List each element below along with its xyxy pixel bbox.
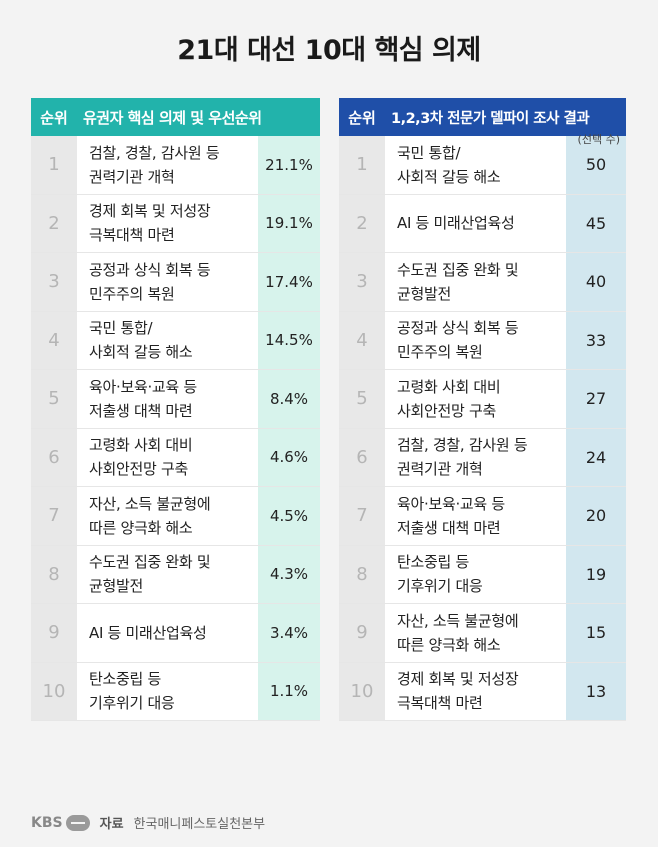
rank-cell: 1 xyxy=(31,136,77,194)
topic-cell: 공정과 상식 회복 등 민주주의 복원 xyxy=(397,319,519,362)
rank-cell: 8 xyxy=(339,545,385,603)
table-row: 1 검찰, 경찰, 감사원 등 권력기관 개혁 21.1% xyxy=(31,136,320,195)
rank-cell: 1 xyxy=(339,136,385,194)
table-row: 1 국민 통합/ 사회적 갈등 해소 50 xyxy=(339,136,626,195)
voter-agenda-table: 순위 유권자 핵심 의제 및 우선순위 1 검찰, 경찰, 감사원 등 권력기관 … xyxy=(31,98,320,721)
value-cell: 27 xyxy=(566,370,626,428)
table-row: 3 공정과 상식 회복 등 민주주의 복원 17.4% xyxy=(31,253,320,312)
table-row: 8 수도권 집중 완화 및 균형발전 4.3% xyxy=(31,545,320,604)
table-body: 1 검찰, 경찰, 감사원 등 권력기관 개혁 21.1% 2 경제 회복 및 저성장 … xyxy=(31,136,320,721)
table-row: 10 경제 회복 및 저성장 극복대책 마련 13 xyxy=(339,662,626,721)
topic-cell: 공정과 상식 회복 등 민주주의 복원 xyxy=(89,260,211,303)
table-row: 9 AI 등 미래산업육성 3.4% xyxy=(31,604,320,663)
value-cell: 13 xyxy=(566,662,626,720)
rank-header: 순위 xyxy=(40,108,68,127)
topic-cell: AI 등 미래산업육성 xyxy=(89,623,207,642)
table-row: 7 육아·보육·교육 등 저출생 대책 마련 20 xyxy=(339,487,626,546)
value-cell: 19 xyxy=(566,545,626,603)
rank-cell: 9 xyxy=(339,604,385,662)
value-cell: 20 xyxy=(566,487,626,545)
source-text: 한국매니페스토실천본부 xyxy=(133,817,266,832)
value-cell: 4.3% xyxy=(258,545,320,603)
value-cell: 1.1% xyxy=(258,662,320,720)
value-cell: 45 xyxy=(566,194,626,252)
topic-cell: 경제 회복 및 저성장 극복대책 마련 xyxy=(89,202,211,245)
topic-cell: 육아·보육·교육 등 저출생 대책 마련 xyxy=(397,494,505,537)
topic-cell: 탄소중립 등 기후위기 대응 xyxy=(397,553,483,596)
rank-cell: 6 xyxy=(31,428,77,486)
page-title: 21대 대선 10대 핵심 의제 xyxy=(177,35,481,66)
topic-header: 유권자 핵심 의제 및 우선순위 xyxy=(83,108,262,127)
value-cell: 14.5% xyxy=(258,311,320,369)
topic-cell: AI 등 미래산업육성 xyxy=(397,214,515,233)
rank-cell: 2 xyxy=(31,194,77,252)
source-label: 자료 xyxy=(99,817,124,832)
value-cell: 33 xyxy=(566,311,626,369)
table-row: 8 탄소중립 등 기후위기 대응 19 xyxy=(339,545,626,604)
rank-cell: 7 xyxy=(31,487,77,545)
topic-cell: 국민 통합/ 사회적 갈등 해소 xyxy=(397,143,501,186)
value-cell: 8.4% xyxy=(258,370,320,428)
topic-cell: 경제 회복 및 저성장 극복대책 마련 xyxy=(397,670,519,713)
rank-cell: 9 xyxy=(31,604,77,662)
table-row: 5 육아·보육·교육 등 저출생 대책 마련 8.4% xyxy=(31,370,320,429)
table-row: 2 경제 회복 및 저성장 극복대책 마련 19.1% xyxy=(31,194,320,253)
kbs-logo-icon xyxy=(65,814,90,831)
topic-cell: 자산, 소득 불균형에 따른 양극화 해소 xyxy=(89,494,211,537)
rank-header: 순위 xyxy=(348,108,376,127)
rank-cell: 4 xyxy=(31,311,77,369)
topic-cell: 자산, 소득 불균형에 따른 양극화 해소 xyxy=(397,611,519,654)
rank-cell: 10 xyxy=(339,662,385,720)
table-row: 10 탄소중립 등 기후위기 대응 1.1% xyxy=(31,662,320,721)
rank-cell: 7 xyxy=(339,487,385,545)
rank-cell: 10 xyxy=(31,662,77,720)
kbs-logo: KBS xyxy=(31,814,90,831)
table-body: 1 국민 통합/ 사회적 갈등 해소 50 2 AI 등 미래산업육성 45 3 수도권 집중… xyxy=(339,136,626,721)
rank-cell: 8 xyxy=(31,545,77,603)
table-row: 3 수도권 집중 완화 및 균형발전 40 xyxy=(339,253,626,312)
value-cell: 21.1% xyxy=(258,136,320,194)
topic-header: 1,2,3차 전문가 델파이 조사 결과 xyxy=(391,110,590,127)
value-cell: 24 xyxy=(566,428,626,486)
topic-cell: 육아·보육·교육 등 저출생 대책 마련 xyxy=(89,377,197,420)
table-header: 순위 유권자 핵심 의제 및 우선순위 xyxy=(31,98,320,136)
topic-cell: 국민 통합/ 사회적 갈등 해소 xyxy=(89,319,193,362)
table-row: 2 AI 등 미래산업육성 45 xyxy=(339,194,626,253)
table-row: 4 국민 통합/ 사회적 갈등 해소 14.5% xyxy=(31,311,320,370)
topic-cell: 고령화 사회 대비 사회안전망 구축 xyxy=(397,377,501,420)
logo-text: KBS xyxy=(31,814,63,831)
table-row: 7 자산, 소득 불균형에 따른 양극화 해소 4.5% xyxy=(31,487,320,546)
selection-count-note: (선택 수) xyxy=(577,133,620,146)
table-row: 9 자산, 소득 불균형에 따른 양극화 해소 15 xyxy=(339,604,626,663)
value-cell: 15 xyxy=(566,604,626,662)
value-cell: 3.4% xyxy=(258,604,320,662)
topic-cell: 수도권 집중 완화 및 균형발전 xyxy=(397,260,519,303)
rank-cell: 2 xyxy=(339,194,385,252)
rank-cell: 3 xyxy=(31,253,77,311)
rank-cell: 4 xyxy=(339,311,385,369)
rank-cell: 3 xyxy=(339,253,385,311)
value-cell: 50 xyxy=(566,136,626,194)
table-header: 순위 1,2,3차 전문가 델파이 조사 결과 (선택 수) xyxy=(339,98,626,146)
expert-delphi-table: 순위 1,2,3차 전문가 델파이 조사 결과 (선택 수) 1 국민 통합/ 사… xyxy=(339,98,626,721)
topic-cell: 고령화 사회 대비 사회안전망 구축 xyxy=(89,436,193,479)
footer: KBS 자료 한국매니페스토실천본부 xyxy=(31,813,265,832)
table-row: 4 공정과 상식 회복 등 민주주의 복원 33 xyxy=(339,311,626,370)
table-row: 5 고령화 사회 대비 사회안전망 구축 27 xyxy=(339,370,626,429)
topic-cell: 탄소중립 등 기후위기 대응 xyxy=(89,670,175,713)
rank-cell: 5 xyxy=(339,370,385,428)
topic-cell: 검찰, 경찰, 감사원 등 권력기관 개혁 xyxy=(397,436,528,479)
rank-cell: 6 xyxy=(339,428,385,486)
topic-cell: 수도권 집중 완화 및 균형발전 xyxy=(89,553,211,596)
rank-cell: 5 xyxy=(31,370,77,428)
value-cell: 4.6% xyxy=(258,428,320,486)
value-cell: 4.5% xyxy=(258,487,320,545)
value-cell: 19.1% xyxy=(258,194,320,252)
value-cell: 40 xyxy=(566,253,626,311)
value-cell: 17.4% xyxy=(258,253,320,311)
topic-cell: 검찰, 경찰, 감사원 등 권력기관 개혁 xyxy=(89,143,220,186)
table-row: 6 검찰, 경찰, 감사원 등 권력기관 개혁 24 xyxy=(339,428,626,487)
table-row: 6 고령화 사회 대비 사회안전망 구축 4.6% xyxy=(31,428,320,487)
